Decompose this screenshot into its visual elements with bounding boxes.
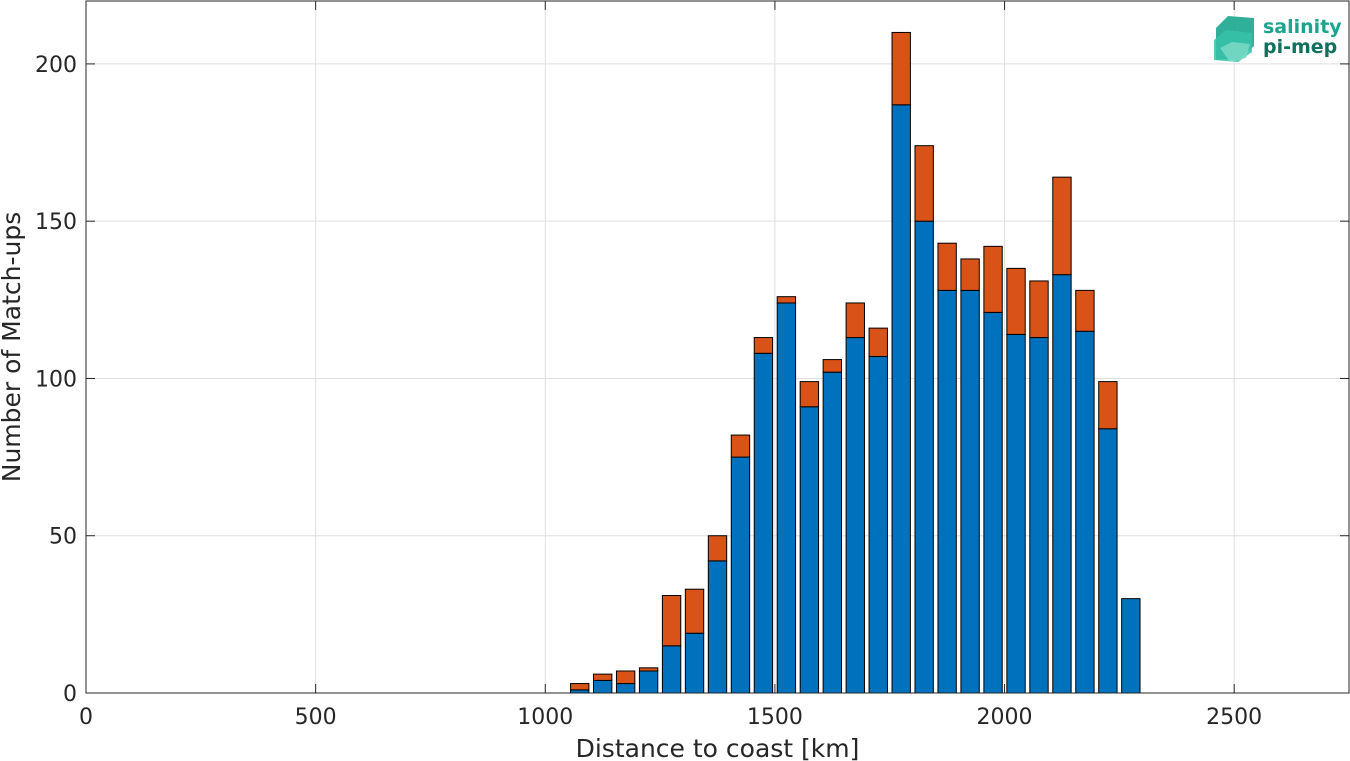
bar-series-2 — [1006, 267, 1026, 335]
bar-series-2 — [730, 434, 751, 458]
bars — [570, 31, 1141, 694]
x-tick-label: 2000 — [977, 705, 1033, 730]
ticks: 0 500 1000 1500 2000 2500 0 50 100 150 200 — [35, 1, 1349, 730]
bar-series-2 — [615, 670, 636, 685]
bar-series-2 — [960, 258, 980, 291]
x-tick-label: 500 — [295, 705, 337, 730]
y-tick-label: 100 — [35, 367, 77, 392]
y-axis-title: Number of Match-ups — [0, 212, 26, 482]
axes-box — [85, 0, 1350, 694]
y-tick-label: 50 — [49, 525, 77, 550]
bar-series-2 — [684, 588, 705, 634]
bar-series-2 — [753, 337, 774, 354]
bar-series-2 — [937, 242, 957, 291]
bar-series-1 — [868, 355, 888, 694]
bar-series-1 — [1006, 333, 1026, 694]
x-tick-label: 2500 — [1206, 705, 1262, 730]
bar-series-1 — [891, 104, 911, 694]
bar-series-2 — [1052, 176, 1072, 276]
x-axis-title: Distance to coast [km] — [576, 734, 860, 761]
bar-series-1 — [960, 289, 980, 694]
bar-series-1 — [983, 311, 1003, 694]
bar-series-1 — [776, 302, 797, 694]
bar-series-1 — [937, 289, 957, 694]
bar-series-1 — [730, 456, 751, 694]
bar-series-2 — [661, 594, 682, 647]
bar-series-2 — [1029, 280, 1049, 339]
x-tick-label: 0 — [79, 705, 93, 730]
bar-series-2 — [593, 673, 613, 681]
bar-series-2 — [638, 667, 659, 672]
bar-series-1 — [1029, 337, 1049, 694]
bar-series-1 — [1052, 274, 1072, 694]
bar-series-1 — [1075, 330, 1095, 694]
bar-series-2 — [983, 245, 1003, 313]
wave-logo-icon — [1214, 16, 1254, 62]
bar-series-2 — [799, 381, 820, 408]
bar-series-1 — [684, 632, 705, 694]
bar-series-1 — [753, 352, 774, 694]
y-tick-label: 150 — [35, 210, 77, 235]
x-tick-label: 1000 — [517, 705, 573, 730]
bar-series-1 — [799, 406, 820, 694]
bar-series-1 — [593, 679, 613, 694]
bar-series-1 — [707, 560, 728, 694]
bar-series-1 — [845, 337, 865, 694]
bar-series-2 — [707, 535, 728, 562]
bar-series-1 — [822, 371, 843, 694]
logo-line2: pi-mep — [1263, 36, 1337, 58]
bar-series-1 — [661, 645, 682, 694]
bar-series-2 — [868, 327, 888, 357]
salinity-pi-mep-logo: salinity pi-mep — [1214, 16, 1342, 62]
bar-series-2 — [822, 359, 843, 373]
bar-series-1 — [615, 683, 636, 694]
x-tick-label: 1500 — [747, 705, 803, 730]
bar-series-2 — [891, 31, 911, 106]
bar-series-2 — [914, 145, 934, 222]
y-tick-label: 0 — [63, 682, 77, 707]
bar-series-2 — [1075, 289, 1095, 332]
bar-series-1 — [1098, 428, 1118, 694]
bar-series-1 — [914, 220, 934, 694]
bar-series-2 — [570, 683, 590, 691]
y-tick-label: 200 — [35, 53, 77, 78]
bar-series-2 — [845, 302, 865, 339]
bar-series-1 — [1121, 598, 1141, 694]
bar-series-2 — [1098, 381, 1118, 430]
bar-series-2 — [776, 296, 797, 304]
bar-series-1 — [638, 670, 659, 694]
logo-line1: salinity — [1263, 16, 1342, 38]
